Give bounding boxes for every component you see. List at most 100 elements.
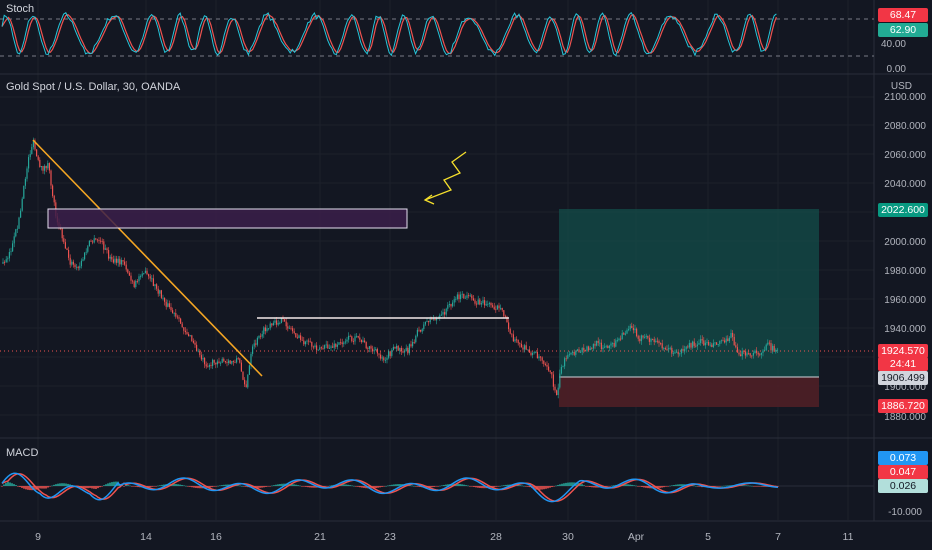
candle-body — [757, 352, 759, 355]
candle-body — [520, 343, 522, 348]
candle-body — [511, 333, 513, 335]
macd-axis[interactable]: -10.000 — [888, 507, 922, 518]
macd-histogram-bar — [263, 486, 265, 488]
symbol-title[interactable]: Gold Spot / U.S. Dollar, 30, OANDA — [6, 81, 181, 93]
candle-body — [309, 341, 311, 343]
candle-body — [79, 266, 81, 269]
candle-body — [581, 347, 583, 353]
target-zone[interactable] — [559, 209, 819, 377]
candle-body — [336, 344, 338, 347]
macd-histogram-bar — [545, 486, 547, 489]
candle-body — [324, 345, 326, 349]
candle-body — [298, 335, 300, 339]
candle-body — [20, 210, 22, 218]
macd-pane[interactable] — [0, 472, 874, 503]
time-tick: 30 — [562, 531, 574, 543]
candle-body — [647, 335, 649, 338]
trendline[interactable] — [32, 139, 263, 377]
candle-body — [703, 340, 705, 346]
macd-histogram-bar — [411, 485, 413, 487]
macd-histogram-bar — [719, 486, 721, 487]
candle-body — [458, 294, 460, 300]
macd-histogram-bar — [551, 486, 553, 488]
candle-body — [440, 314, 442, 316]
macd-histogram-bar — [639, 486, 641, 487]
macd-value-badge: 0.073 — [878, 451, 928, 465]
macd-histogram-bar — [313, 486, 315, 488]
candle-body — [623, 333, 625, 335]
candle-body — [652, 339, 654, 340]
candle-body — [210, 365, 212, 366]
candle-body — [554, 386, 556, 391]
candle-body — [594, 344, 596, 346]
stop-zone[interactable] — [559, 377, 819, 407]
macd-histogram-bar — [129, 485, 131, 487]
macd-histogram-bar — [291, 484, 293, 486]
candle-body — [101, 241, 103, 242]
candle-body — [269, 323, 271, 329]
candle-body — [5, 259, 7, 263]
candle-body — [560, 367, 562, 374]
candle-body — [301, 339, 303, 341]
supply-zone[interactable] — [47, 208, 408, 229]
candle-body — [572, 352, 574, 353]
candle-body — [642, 335, 644, 338]
candle-body — [640, 335, 642, 342]
macd-histogram-bar — [723, 485, 725, 487]
candle-body — [453, 299, 455, 303]
candle-body — [541, 357, 543, 361]
candle-body — [37, 156, 39, 160]
candle-body — [488, 303, 490, 304]
macd-histogram-bar — [299, 485, 301, 487]
macd-histogram-bar — [657, 486, 659, 489]
stoch-pane[interactable] — [0, 11, 874, 57]
macd-histogram-bar — [33, 486, 35, 491]
candle-body — [162, 297, 164, 299]
macd-histogram-bar — [641, 486, 643, 488]
candle-body — [242, 371, 244, 380]
macd-histogram-bar — [159, 485, 161, 486]
candle-body — [149, 276, 151, 279]
price-axis[interactable]: 2100.000 2080.000 2060.000 2040.000 2000… — [884, 81, 926, 423]
candle-body — [63, 238, 65, 243]
zigzag-arrow-icon[interactable] — [423, 151, 467, 205]
candle-body — [586, 346, 588, 351]
macd-histogram-bar — [199, 486, 201, 489]
candle-body — [733, 336, 735, 346]
candle-body — [106, 248, 108, 251]
candle-body — [218, 361, 220, 364]
candle-body — [28, 157, 30, 169]
macd-histogram-bar — [219, 485, 221, 487]
macd-histogram-bar — [467, 485, 469, 487]
time-axis[interactable]: 9 14 16 21 23 28 30 Apr 5 7 11 — [35, 531, 854, 543]
macd-histogram-bar — [67, 483, 69, 486]
candle-body — [548, 366, 550, 371]
candle-body — [245, 384, 247, 388]
candle-body — [495, 309, 497, 311]
candle-body — [4, 261, 6, 263]
stoch-axis[interactable]: 40.00 0.00 — [881, 39, 906, 75]
macd-histogram-bar — [227, 484, 229, 486]
countdown-badge: 24:41 — [878, 357, 928, 371]
candle-body — [700, 339, 702, 343]
macd-histogram-bar — [741, 485, 743, 486]
candle-body — [148, 274, 150, 277]
macd-title[interactable]: MACD — [6, 447, 39, 459]
stoch-title[interactable]: Stoch — [6, 3, 35, 15]
candle-body — [760, 352, 762, 355]
candle-body — [730, 332, 732, 338]
price-tick: 1880.000 — [884, 412, 926, 423]
macd-histogram-bar — [95, 486, 97, 489]
candle-body — [213, 359, 215, 363]
price-tick: 2000.000 — [884, 237, 926, 248]
candle-body — [664, 348, 666, 350]
macd-histogram-bar — [609, 486, 611, 487]
candle-body — [442, 312, 444, 315]
candle-body — [248, 365, 250, 375]
candle-body — [610, 343, 612, 346]
candle-body — [767, 342, 769, 345]
candle-body — [732, 332, 734, 337]
candle-body — [356, 335, 358, 337]
candles[interactable] — [2, 137, 778, 399]
